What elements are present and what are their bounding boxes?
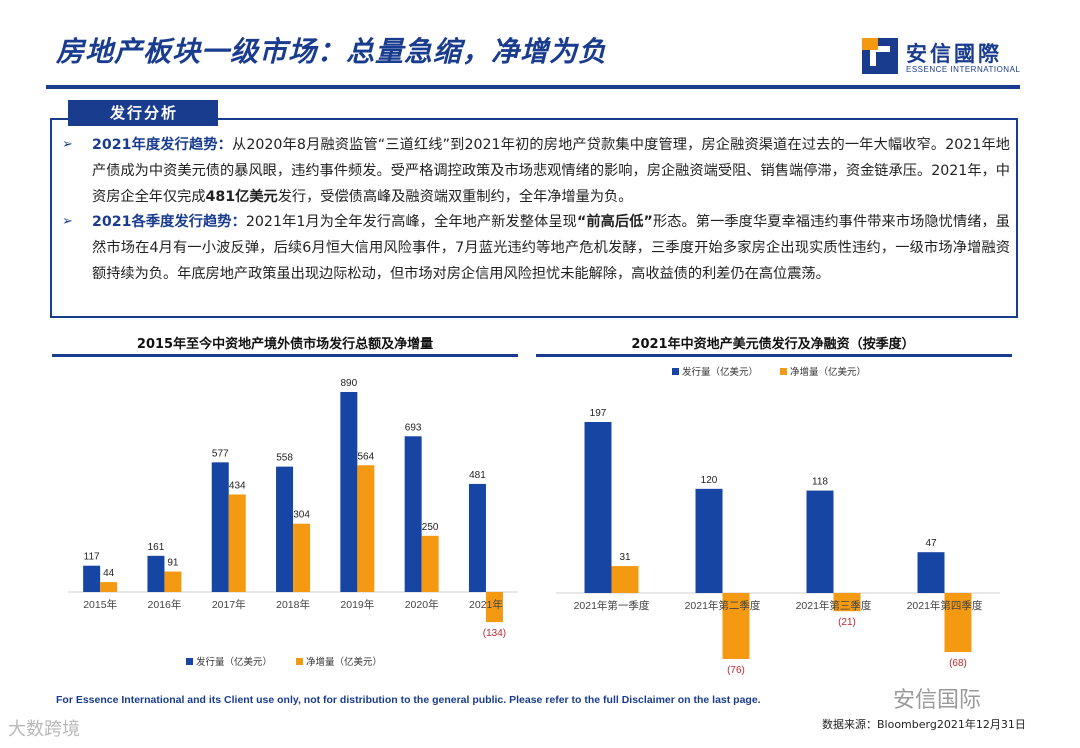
issuance-bar-4 — [276, 466, 294, 592]
category-label-1: 2015年 — [83, 598, 117, 611]
net-bar-7 — [485, 592, 503, 623]
issuance-bar-5 — [340, 392, 358, 592]
net-bar-1 — [611, 566, 639, 593]
watermark-left: 大数跨境 — [8, 719, 80, 740]
issuance-bar-3 — [806, 490, 834, 593]
issuance-value-label-2: 120 — [701, 475, 718, 486]
issuance-value-label-2: 161 — [148, 542, 165, 553]
category-label-5: 2019年 — [340, 598, 374, 611]
paragraph-1-emphasis: 481亿美元 — [205, 189, 278, 205]
net-bar-6 — [421, 535, 439, 592]
paragraph-2-text-a: 2021年1月为全年发行高峰，全年地产新发整体呈现 — [245, 214, 577, 230]
net-value-label-1: 44 — [103, 568, 115, 579]
category-label-2: 2016年 — [148, 598, 182, 611]
chart-2-title: 2021年中资地产美元债发行及净融资（按季度） — [631, 337, 915, 352]
issuance-value-label-7: 481 — [469, 470, 486, 481]
analysis-paragraph-2: ➢ 2021各季度发行趋势：2021年1月为全年发行高峰，全年地产新发整体呈现“… — [62, 209, 1010, 287]
net-bar-4 — [293, 523, 311, 592]
issuance-value-label-3: 577 — [212, 448, 229, 459]
issuance-bar-6 — [404, 436, 422, 592]
net-bar-3 — [833, 593, 861, 612]
legend-swatch-2 — [780, 368, 787, 375]
data-source: 数据来源：Bloomberg2021年12月31日 — [822, 718, 1026, 731]
legend-swatch-2 — [296, 658, 303, 665]
paragraph-1-heading: 2021年度发行趋势： — [92, 137, 232, 153]
net-bar-1 — [100, 582, 118, 592]
issuance-value-label-5: 890 — [341, 378, 358, 389]
category-label-2: 2021年第二季度 — [685, 599, 761, 612]
chart-2-title-underline — [536, 354, 1012, 357]
chart-1-title: 2015年至今中资地产境外债市场发行总额及净增量 — [136, 337, 434, 352]
category-label-1: 2021年第一季度 — [574, 599, 650, 612]
chart-1-title-underline — [52, 354, 518, 357]
net-bar-5 — [357, 465, 375, 592]
legend-label-2: 净增量（亿美元） — [790, 366, 866, 378]
disclaimer-note: For Essence International and its Client… — [56, 694, 761, 706]
category-label-3: 2017年 — [212, 598, 246, 611]
net-value-label-2: 91 — [167, 558, 179, 569]
paragraph-2-emphasis: “前高后低” — [576, 214, 653, 230]
watermark-right: 安信国际 — [893, 688, 982, 713]
issuance-value-label-1: 117 — [84, 552, 100, 563]
category-label-7: 2021年 — [469, 598, 503, 611]
paragraph-1-text-a: 从2020年8月融资监管“三道红线”到2021年初的房地产贷款集中度管理，房企融… — [92, 137, 1010, 205]
net-bar-4 — [944, 593, 972, 653]
issuance-bar-3 — [211, 462, 229, 592]
issuance-value-label-6: 693 — [405, 422, 422, 433]
net-bar-3 — [228, 494, 246, 592]
net-bar-2 — [164, 571, 182, 592]
analysis-paragraph-1: ➢ 2021年度发行趋势：从2020年8月融资监管“三道红线”到2021年初的房… — [62, 132, 1010, 210]
category-label-6: 2020年 — [405, 598, 439, 611]
paragraph-2-heading: 2021各季度发行趋势： — [92, 214, 246, 230]
analysis-box — [50, 118, 1018, 318]
paragraph-2-text-b: 形态。第一季度华夏幸福违约事件带来市场隐忧情绪，虽然市场在4月有一小波反弹，后续… — [92, 214, 1010, 282]
header-divider — [46, 85, 1020, 89]
issuance-bar-2 — [695, 488, 723, 593]
net-value-label-4: (68) — [949, 658, 967, 669]
issuance-bar-7 — [468, 483, 486, 592]
category-label-4: 2018年 — [276, 598, 310, 611]
legend-swatch-1 — [672, 368, 679, 375]
issuance-bar-2 — [147, 555, 165, 592]
legend-label-1: 发行量（亿美元） — [196, 656, 272, 668]
net-value-label-1: 31 — [619, 552, 631, 563]
issuance-bar-1 — [584, 422, 612, 593]
net-value-label-2: (76) — [727, 665, 745, 676]
net-bar-2 — [722, 593, 750, 659]
legend-swatch-1 — [186, 658, 193, 665]
page-title: 房地产板块一级市场：总量急缩，净增为负 — [56, 35, 608, 68]
issuance-value-label-4: 47 — [925, 538, 937, 549]
paragraph-1-text-b: 发行，受偿债高峰及融资端双重制约，全年净增量为负。 — [277, 189, 633, 205]
net-value-label-3: (21) — [838, 617, 856, 628]
net-value-label-5: 564 — [358, 451, 375, 462]
bullet-arrow-icon: ➢ — [62, 214, 73, 229]
brand-logo: 安信國際 ESSENCE INTERNATIONAL — [862, 38, 1022, 80]
net-value-label-7: (134) — [483, 628, 506, 639]
bullet-arrow-icon: ➢ — [62, 137, 73, 152]
net-value-label-3: 434 — [229, 480, 246, 491]
chart-2-quarterly-issuance: 197 31 2021年第一季度 120 (76) 2021年第二季度 118 (21) 202… — [556, 366, 1000, 676]
analysis-tab: 发行分析 — [68, 100, 218, 126]
net-value-label-4: 304 — [293, 510, 310, 521]
net-value-label-6: 250 — [422, 522, 439, 533]
legend-label-1: 发行量（亿美元） — [682, 366, 758, 378]
issuance-value-label-1: 197 — [590, 408, 607, 419]
legend-label-2: 净增量（亿美元） — [306, 656, 382, 668]
issuance-value-label-4: 558 — [276, 453, 293, 464]
issuance-bar-1 — [83, 565, 101, 592]
category-label-3: 2021年第三季度 — [796, 599, 872, 612]
logo-mark-icon — [862, 38, 898, 74]
logo-text-cn: 安信國際 — [906, 42, 1002, 66]
category-label-4: 2021年第四季度 — [907, 599, 983, 612]
logo-text-en: ESSENCE INTERNATIONAL — [906, 65, 1021, 74]
issuance-value-label-3: 118 — [812, 477, 828, 488]
issuance-bar-4 — [917, 552, 945, 593]
